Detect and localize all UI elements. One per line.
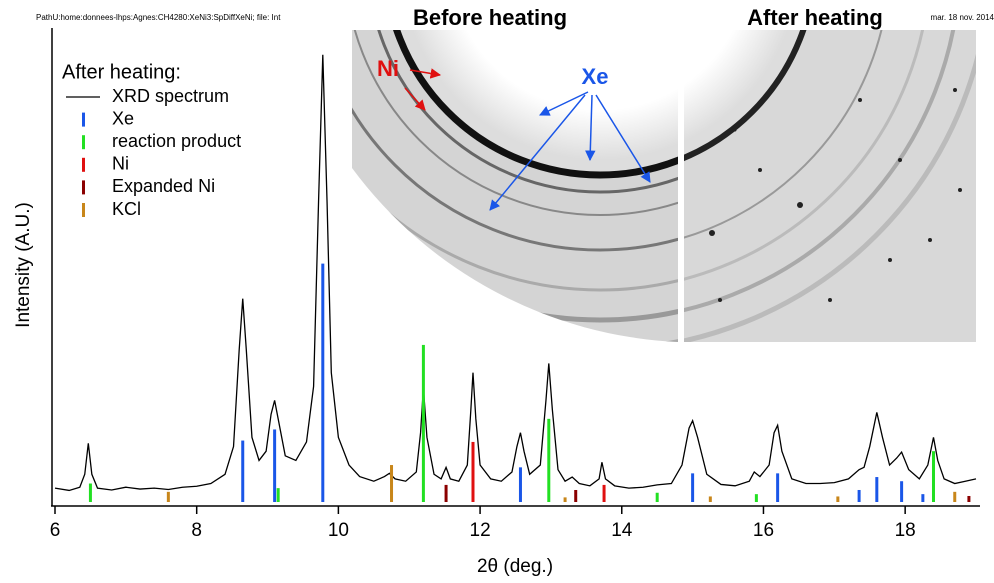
legend-swatch [82,180,85,195]
legend-label: Xe [112,108,134,128]
reference-bar [471,441,475,502]
legend-title: After heating: [62,61,181,83]
reference-bar [602,484,606,502]
legend-swatch [82,157,85,172]
annotation: Ni [377,56,399,81]
reference-bar [776,473,780,502]
reference-bar [691,473,695,502]
reference-bar [857,489,861,502]
x-tick-label: 8 [191,520,202,541]
arrows [489,91,651,211]
arrow [404,87,426,111]
x-tick-label: 18 [895,520,916,541]
reference-bar [444,484,448,502]
reference-bar [754,494,758,502]
reference-bar [276,488,280,502]
x-tick-label: 12 [470,520,491,541]
reference-bar [931,451,935,502]
legend-label: reaction product [112,131,241,151]
x-tick-label: 10 [328,520,349,541]
reference-bar [655,492,659,502]
x-tick-label: 14 [611,520,633,541]
x-tick-label: 16 [753,520,774,541]
date: mar. 18 nov. 2014 [931,13,994,22]
reference-bar [921,494,925,502]
file-path: PathU:home:donnees-lhps:Agnes:CH4280:XeN… [36,13,281,22]
reference-bar [421,344,425,502]
reference-bar [273,429,277,502]
reference-bar [574,489,578,502]
legend-label: KCl [112,199,141,219]
x-tick-label: 6 [50,520,61,541]
annotation: Xe [582,64,609,89]
legend-swatch [82,112,85,127]
reference-bar [967,495,971,502]
reference-bar [708,496,712,502]
reference-bar [241,440,245,502]
y-axis-label: Intensity (A.U.) [13,202,34,328]
legend-label: Expanded Ni [112,176,215,196]
reference-bar [518,467,522,502]
reference-bar [953,491,957,502]
reference-bar [321,263,325,502]
reference-bar [900,481,904,502]
reference-bar [547,418,551,502]
panel-title: Before heating [413,5,567,30]
legend-label: XRD spectrum [112,86,229,106]
reference-bar [88,483,92,502]
reference-bar [390,465,394,502]
x-axis-label: 2θ (deg.) [477,556,553,577]
panel-gap [678,30,684,345]
legend-swatch [82,203,85,217]
reference-bar [166,491,170,502]
reference-bar [836,496,840,502]
reference-bar [563,497,567,502]
spectrum-line [54,54,977,492]
arrow [409,68,442,79]
reference-bar [875,477,879,502]
legend-swatch [82,135,85,150]
diffraction-after [684,30,976,342]
panel-title: After heating [747,5,883,30]
legend-label: Ni [112,154,129,174]
